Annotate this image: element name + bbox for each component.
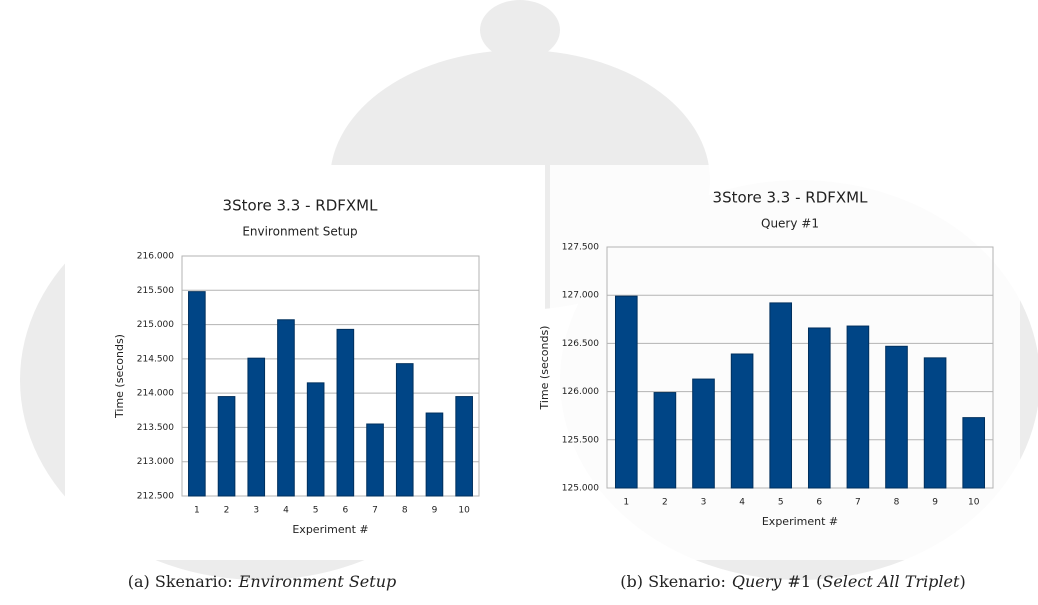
bar [846, 325, 870, 489]
x-tick-label: 10 [458, 506, 470, 516]
bar [306, 382, 325, 497]
y-tick-label: 127.500 [562, 243, 599, 253]
bar [217, 396, 236, 497]
caption-part: (a) Skenario: [128, 572, 233, 591]
y-tick-label: 215.000 [137, 320, 174, 330]
x-tick-label: 7 [855, 498, 861, 508]
x-tick-label: 5 [313, 506, 319, 516]
bar [366, 423, 384, 497]
bar [425, 412, 444, 497]
y-axis-label: Time (seconds) [113, 334, 126, 419]
bar [962, 417, 986, 489]
bar [188, 291, 206, 497]
bar [923, 357, 947, 489]
caption-part: ) [959, 572, 965, 591]
bar [730, 353, 754, 489]
x-tick-label: 8 [402, 506, 408, 516]
x-tick-label: 6 [816, 498, 822, 508]
y-tick-label: 126.500 [562, 339, 599, 349]
x-tick-label: 1 [623, 498, 629, 508]
x-tick-label: 10 [968, 498, 980, 508]
caption: (a) Skenario: Environment Setup [128, 572, 396, 591]
chart-title: 3Store 3.3 - RDFXML [713, 189, 869, 207]
plot-frame [606, 246, 994, 489]
bar [769, 302, 793, 489]
x-tick-label: 7 [372, 506, 378, 516]
x-tick-label: 1 [194, 506, 200, 516]
x-tick-label: 4 [283, 506, 289, 516]
bar [336, 328, 355, 497]
y-tick-label: 213.500 [137, 423, 174, 433]
y-axis-label: Time (seconds) [538, 326, 551, 411]
x-axis-label: Experiment # [292, 523, 368, 536]
bar [692, 378, 715, 489]
x-tick-label: 2 [662, 498, 668, 508]
x-tick-label: 6 [342, 506, 348, 516]
caption: (b) Skenario: Query #1 (Select All Triplet… [620, 572, 965, 591]
y-tick-label: 212.500 [137, 492, 174, 502]
bar [455, 396, 473, 497]
x-tick-label: 5 [778, 498, 784, 508]
bar [247, 357, 266, 497]
caption-part: Select All Triplet [822, 572, 960, 591]
plot-frame [181, 255, 480, 497]
bar [807, 327, 831, 489]
y-tick-label: 125.500 [562, 435, 599, 445]
x-axis-label: Experiment # [762, 515, 838, 528]
y-tick-label: 127.000 [562, 291, 599, 301]
x-tick-label: 9 [432, 506, 438, 516]
bar [277, 319, 295, 497]
y-tick-label: 214.500 [137, 354, 174, 364]
y-tick-label: 126.000 [562, 387, 599, 397]
bar [614, 295, 638, 489]
x-tick-label: 3 [701, 498, 707, 508]
bar [885, 345, 908, 489]
y-tick-label: 214.000 [137, 389, 174, 399]
watermark-shape [480, 0, 560, 60]
x-tick-label: 2 [224, 506, 230, 516]
caption-part: Query [732, 572, 783, 591]
y-tick-label: 213.000 [137, 457, 174, 467]
bar [395, 363, 414, 497]
bar [653, 392, 677, 489]
x-tick-label: 3 [253, 506, 259, 516]
caption-part: (b) Skenario: [620, 572, 726, 591]
chart-title: 3Store 3.3 - RDFXML [223, 197, 379, 215]
chart-subtitle: Query #1 [761, 217, 819, 231]
x-tick-label: 4 [739, 498, 745, 508]
y-tick-label: 216.000 [137, 252, 174, 262]
x-tick-label: 8 [894, 498, 900, 508]
caption-part: #1 ( [787, 572, 822, 591]
y-tick-label: 125.000 [562, 484, 599, 494]
chart-subtitle: Environment Setup [242, 225, 357, 239]
y-tick-label: 215.500 [137, 286, 174, 296]
x-tick-label: 9 [932, 498, 938, 508]
caption-part: Environment Setup [238, 572, 397, 591]
